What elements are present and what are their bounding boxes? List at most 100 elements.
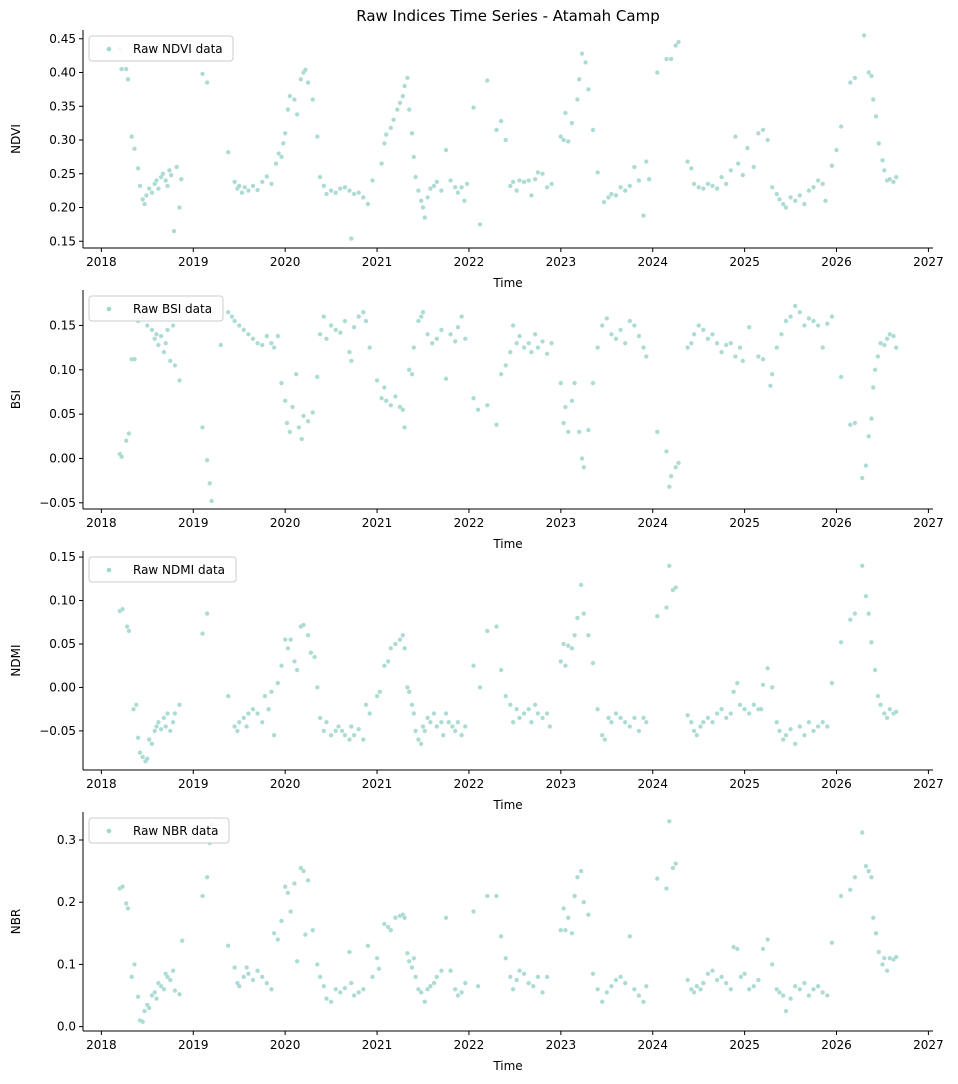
ndvi-point — [574, 97, 580, 102]
nbr-x-tick-label: 2026 — [821, 1038, 852, 1052]
ndvi-point — [404, 75, 410, 81]
ndmi-point — [714, 711, 720, 716]
ndmi-point — [627, 724, 633, 729]
ndmi-point — [144, 756, 150, 762]
ndvi-point — [576, 76, 582, 82]
bsi-point — [774, 345, 780, 351]
ndmi-point — [135, 735, 141, 741]
nbr-point — [780, 993, 786, 998]
ndvi-point — [443, 147, 449, 153]
ndvi-point — [847, 80, 853, 86]
ndvi-point — [540, 171, 545, 177]
ndmi-point — [521, 711, 527, 716]
ndmi-point — [446, 719, 452, 725]
nbr-point — [738, 974, 744, 980]
bsi-point — [608, 331, 614, 337]
ndmi-point — [339, 728, 345, 734]
ndmi-point — [868, 639, 874, 645]
bsi-point — [668, 473, 674, 479]
ndvi-point — [503, 137, 509, 143]
nbr-point — [342, 985, 348, 991]
ndvi-x-tick-label: 2019 — [178, 255, 209, 269]
ndvi-point — [893, 174, 899, 180]
ndvi-point — [613, 192, 619, 198]
ndvi-point — [829, 163, 835, 169]
ndmi-point — [204, 611, 210, 617]
bsi-point — [723, 342, 729, 348]
ndmi-legend-marker — [106, 567, 112, 573]
nbr-point — [654, 876, 660, 882]
bsi-point — [788, 314, 794, 320]
ndmi-point — [241, 715, 247, 721]
nbr-point — [177, 991, 182, 997]
bsi-point — [705, 336, 711, 342]
nbr-point — [728, 986, 734, 992]
nbr-point — [236, 983, 242, 989]
ndvi-point — [685, 159, 691, 165]
ndmi-point — [700, 719, 706, 725]
bsi-point — [572, 380, 578, 386]
ndmi-point — [528, 719, 534, 725]
ndvi-point — [204, 80, 210, 86]
nbr-point — [777, 989, 782, 995]
ndmi-point — [688, 719, 694, 725]
nbr-point — [409, 965, 415, 970]
nbr-point — [769, 961, 775, 967]
nbr-point — [792, 983, 798, 989]
ndmi-point — [774, 719, 780, 725]
ndvi-point — [137, 183, 143, 189]
bsi-points — [117, 303, 899, 504]
nbr-legend-marker — [106, 828, 112, 834]
ndmi-point — [731, 689, 737, 695]
ndvi-point — [811, 184, 816, 190]
bsi-point — [475, 407, 481, 413]
ndmi-point — [606, 715, 612, 721]
ndmi-point — [149, 741, 155, 747]
ndvi-point — [310, 97, 316, 102]
ndvi-point — [314, 134, 320, 140]
bsi-point — [746, 324, 752, 330]
ndmi-point — [788, 726, 794, 732]
ndvi-point — [394, 107, 400, 113]
ndmi-point — [824, 724, 830, 729]
bsi-point — [337, 330, 343, 336]
bsi-point — [875, 354, 881, 359]
ndvi-point — [870, 97, 876, 102]
nbr-point — [705, 971, 711, 977]
ndvi-point — [143, 192, 149, 198]
bsi-point — [599, 323, 605, 328]
ndmi-point — [165, 711, 170, 716]
nbr-point — [514, 977, 520, 983]
ndvi-y-tick-label: 0.45 — [49, 32, 76, 46]
ndmi-point — [294, 667, 300, 673]
ndmi-point — [666, 563, 672, 569]
nbr-point — [152, 989, 158, 995]
ndvi-point — [780, 201, 786, 207]
ndvi-point — [494, 127, 499, 133]
ndvi-point — [740, 172, 746, 178]
ndmi-point — [262, 693, 268, 699]
nbr-x-tick-label: 2021 — [362, 1038, 393, 1052]
nbr-legend-label: Raw NBR data — [133, 824, 218, 838]
ndvi-point — [154, 178, 159, 183]
ndmi-point — [691, 728, 697, 734]
ndmi-point — [847, 617, 853, 623]
ndmi-point — [540, 715, 545, 721]
ndmi-point — [413, 728, 419, 734]
bsi-point — [268, 340, 274, 346]
ndvi-x-tick-label: 2021 — [362, 255, 393, 269]
ndmi-point — [336, 724, 341, 729]
ndmi-x-tick-label: 2019 — [178, 777, 209, 791]
ndmi-point — [734, 680, 740, 686]
ndvi-point — [273, 161, 279, 167]
bsi-point — [367, 345, 373, 351]
bsi-point — [728, 340, 734, 346]
bsi-point — [829, 314, 835, 320]
bsi-point — [562, 404, 568, 410]
ndvi-point — [276, 151, 282, 156]
ndvi-point — [155, 186, 161, 192]
ndmi-point — [590, 660, 596, 666]
ndvi-point — [298, 76, 304, 82]
ndvi-point — [291, 97, 297, 102]
bsi-point — [218, 342, 224, 348]
